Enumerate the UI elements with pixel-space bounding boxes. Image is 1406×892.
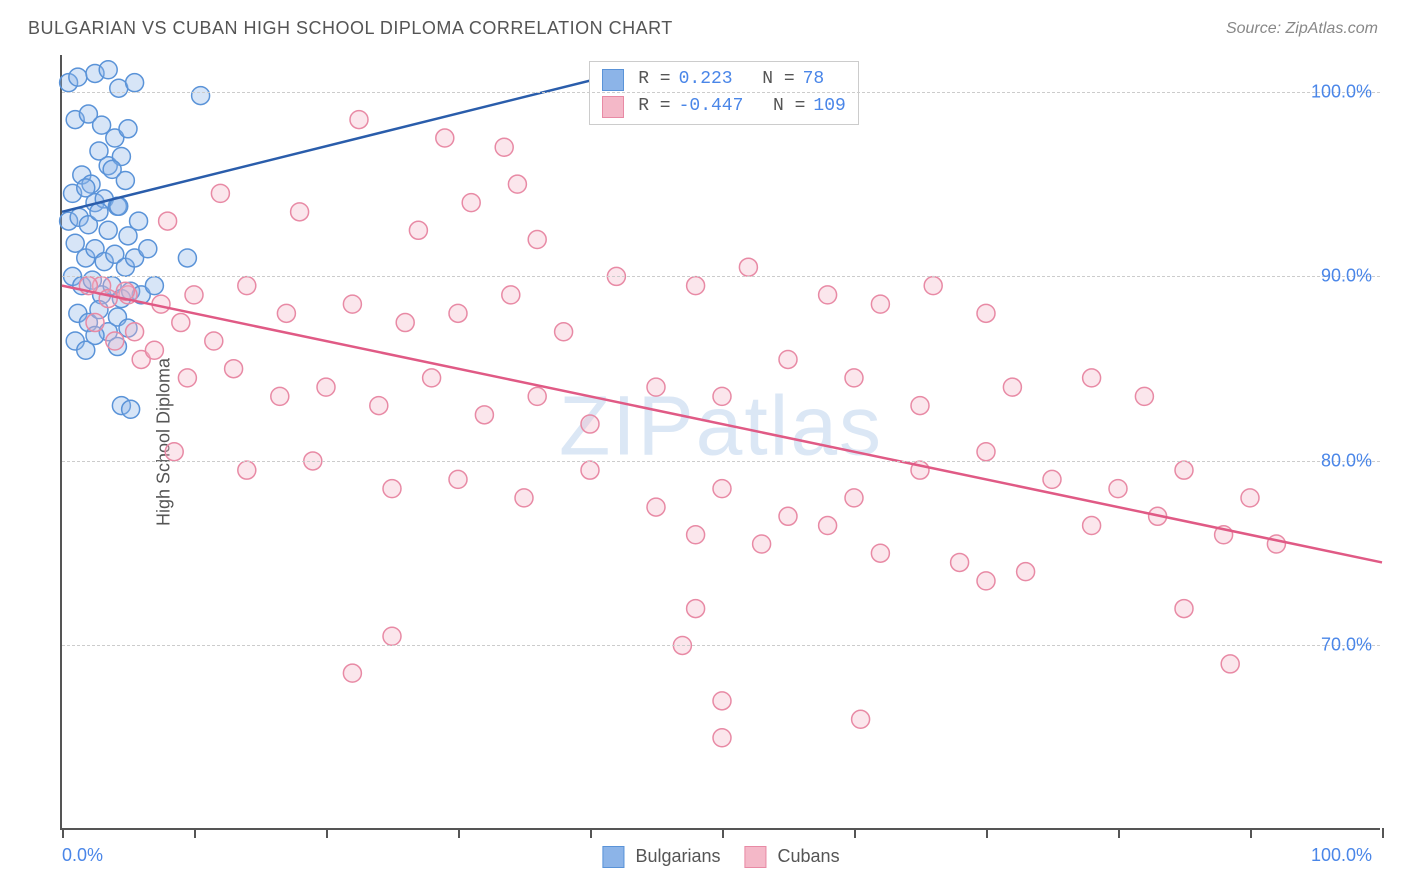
x-axis-max-label: 100.0% [1311, 845, 1372, 866]
legend-label-cubans: Cubans [778, 846, 840, 866]
stats-row-bulgarians: R = 0.223 N = 78 [602, 66, 846, 93]
legend-swatch-bulgarians-icon [602, 846, 624, 868]
legend-swatch-cubans-icon [745, 846, 767, 868]
scatter-svg [62, 55, 1380, 828]
stats-row-cubans: R = -0.447 N = 109 [602, 93, 846, 120]
swatch-cubans-icon [602, 96, 624, 118]
swatch-bulgarians-icon [602, 69, 624, 91]
r-value-bulgarians: 0.223 [679, 66, 733, 93]
r-value-cubans: -0.447 [679, 93, 744, 120]
correlation-stats-box: R = 0.223 N = 78 R = -0.447 N = 109 [589, 61, 859, 125]
bottom-legend: Bulgarians Cubans [602, 846, 839, 868]
chart-title: BULGARIAN VS CUBAN HIGH SCHOOL DIPLOMA C… [28, 18, 673, 39]
chart-plot-area: High School Diploma ZIPatlas R = 0.223 N… [60, 55, 1380, 830]
legend-item-cubans: Cubans [745, 846, 840, 868]
x-axis-min-label: 0.0% [62, 845, 103, 866]
legend-label-bulgarians: Bulgarians [635, 846, 720, 866]
legend-item-bulgarians: Bulgarians [602, 846, 720, 868]
source-attribution: Source: ZipAtlas.com [1226, 20, 1378, 38]
n-value-cubans: 109 [813, 93, 845, 120]
chart-header: BULGARIAN VS CUBAN HIGH SCHOOL DIPLOMA C… [0, 0, 1406, 49]
n-value-bulgarians: 78 [803, 66, 825, 93]
